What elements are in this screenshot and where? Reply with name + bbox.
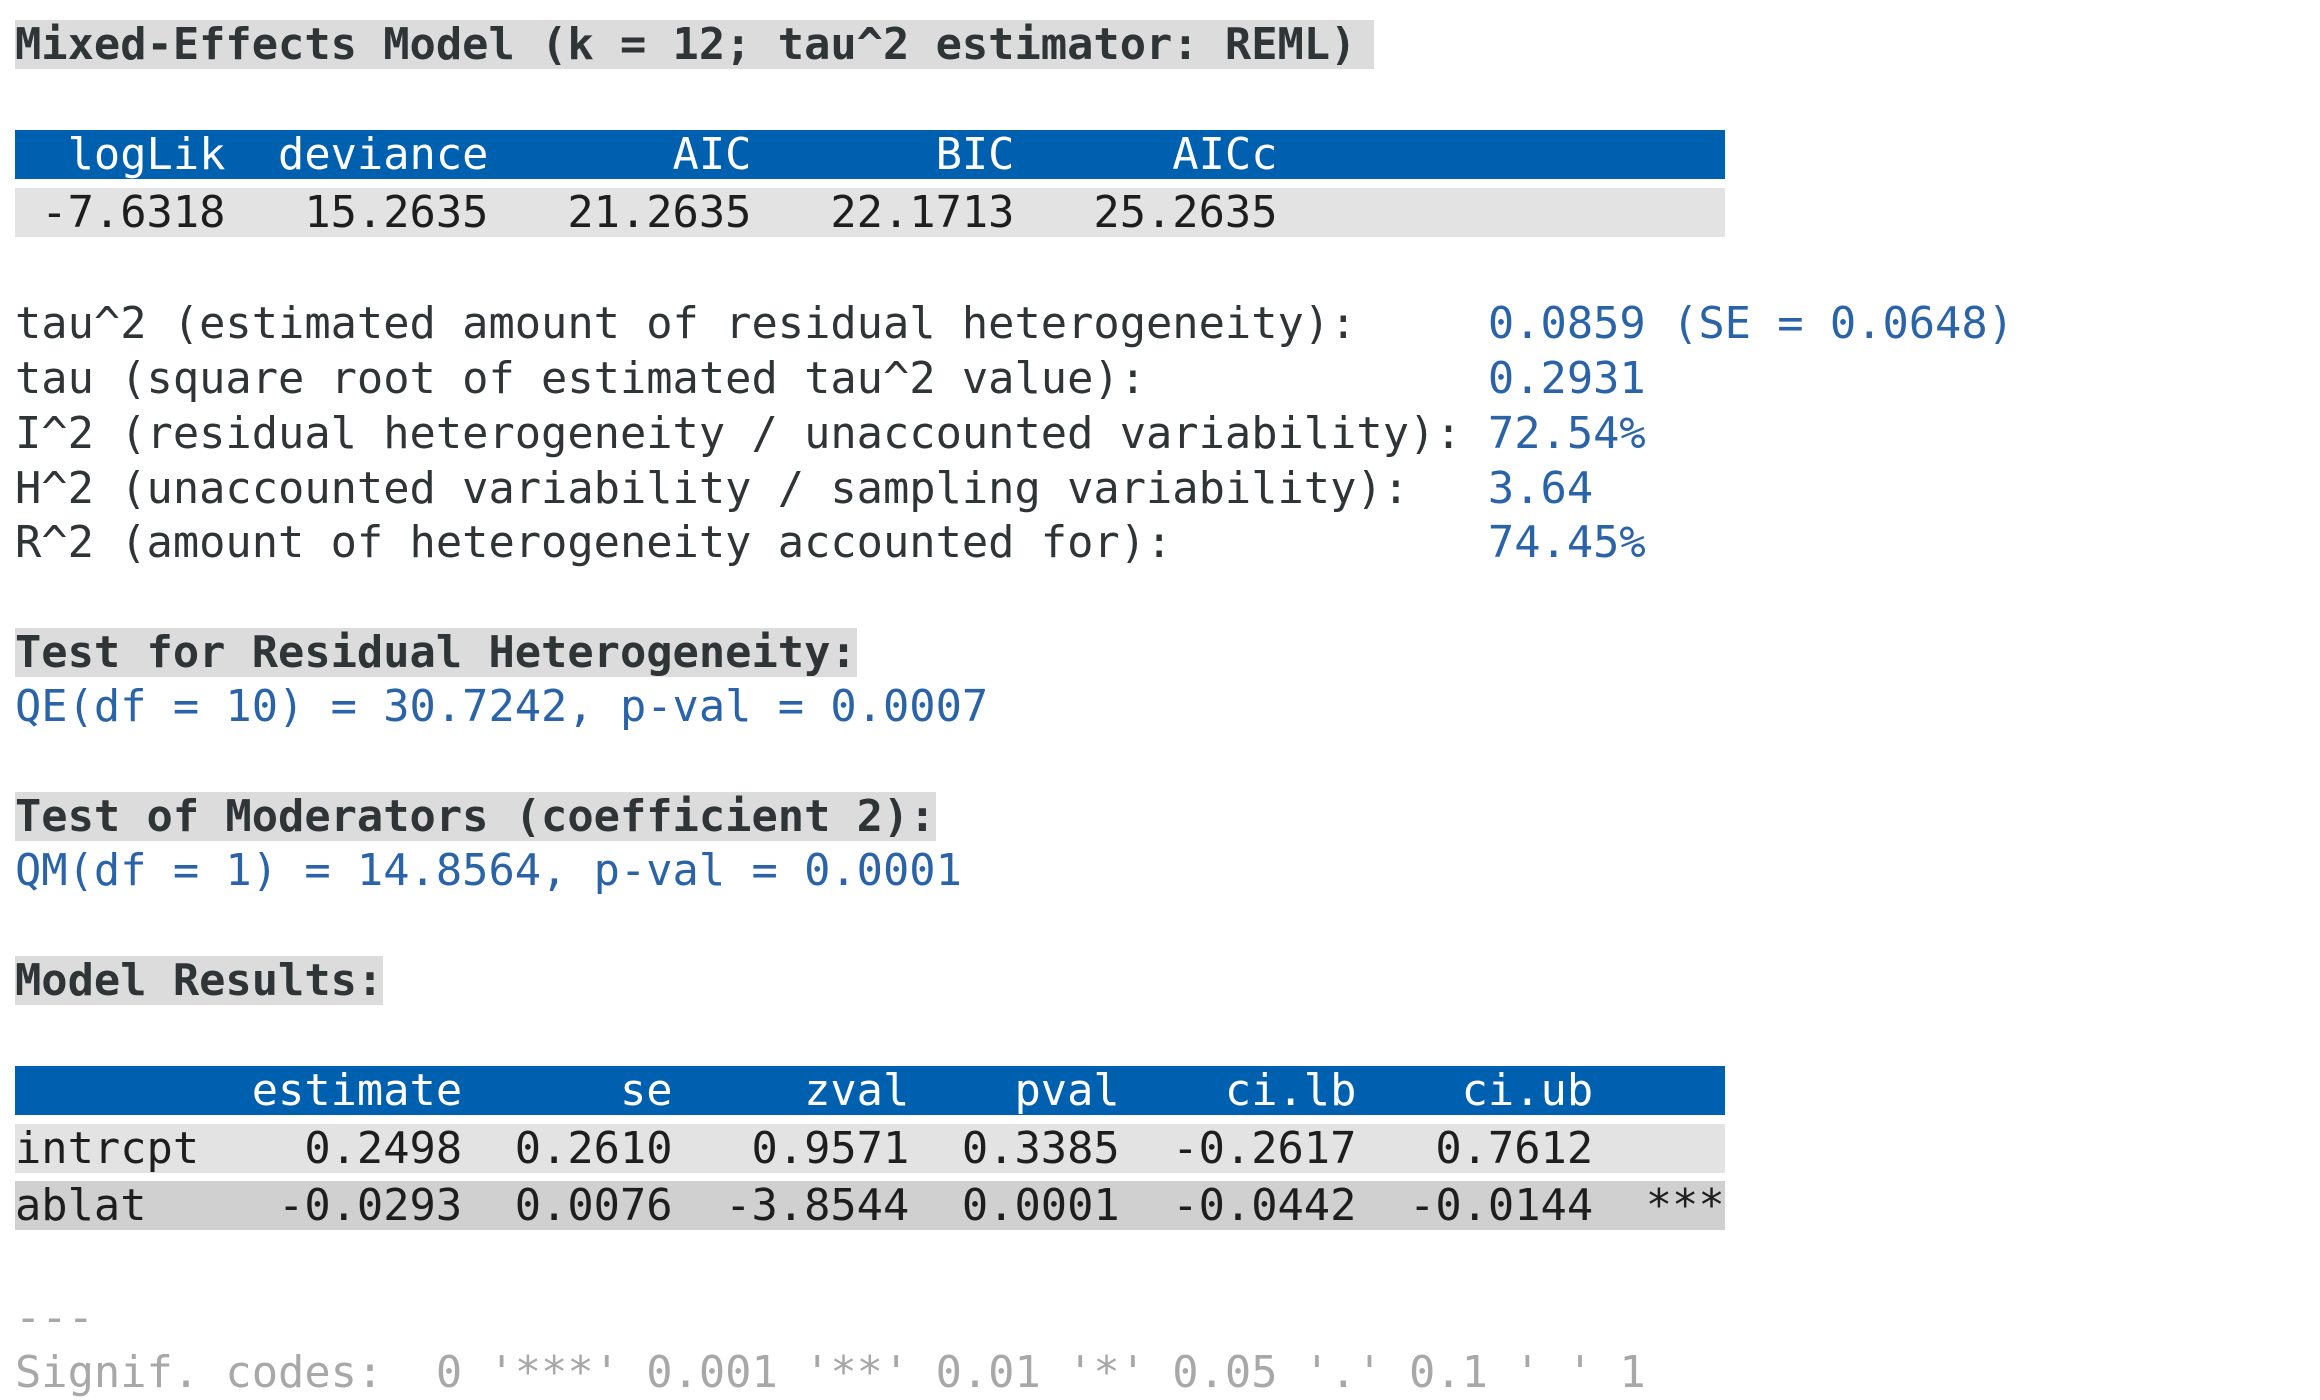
heterogeneity-row: tau^2 (estimated amount of residual hete… [15, 297, 1725, 352]
console-output: Mixed-Effects Model (k = 12; tau^2 estim… [15, 18, 1725, 1400]
fit-stats-values: -7.6318 15.2635 21.2635 22.1713 25.2635 [15, 188, 1725, 237]
stat-value: 0.0859 (SE = 0.0648) [1488, 297, 2014, 352]
fit-table-header: logLik deviance AIC BIC AICc [15, 130, 1725, 185]
stat-value: 74.45% [1488, 516, 1646, 571]
stat-label: tau^2 (estimated amount of residual hete… [15, 298, 1356, 349]
heterogeneity-row: H^2 (unaccounted variability / sampling … [15, 462, 1725, 517]
moderator-test-result: QM(df = 1) = 14.8564, p-val = 0.0001 [15, 844, 1725, 899]
title-line: Mixed-Effects Model (k = 12; tau^2 estim… [15, 18, 1725, 73]
stat-value: 3.64 [1488, 462, 1593, 517]
heterogeneity-row: I^2 (residual heterogeneity / unaccounte… [15, 407, 1725, 462]
stat-value: 0.2931 [1488, 352, 1646, 407]
table-row: intrcpt 0.2498 0.2610 0.9571 0.3385 -0.2… [15, 1124, 1725, 1179]
separator: --- [15, 1291, 1725, 1346]
residual-test-heading: Test for Residual Heterogeneity: [15, 628, 857, 677]
model-results-heading: Model Results: [15, 956, 383, 1005]
fit-table-row: -7.6318 15.2635 21.2635 22.1713 25.2635 [15, 188, 1725, 243]
stat-label: tau (square root of estimated tau^2 valu… [15, 353, 1146, 404]
heterogeneity-row: R^2 (amount of heterogeneity accounted f… [15, 516, 1725, 571]
model-title: Mixed-Effects Model (k = 12; tau^2 estim… [15, 20, 1374, 69]
results-header: estimate se zval pval ci.lb ci.ub [15, 1066, 1725, 1115]
heterogeneity-row: tau (square root of estimated tau^2 valu… [15, 352, 1725, 407]
moderator-test-heading: Test of Moderators (coefficient 2): [15, 792, 936, 841]
table-row: ablat -0.0293 0.0076 -3.8544 0.0001 -0.0… [15, 1181, 1725, 1236]
stat-label: H^2 (unaccounted variability / sampling … [15, 463, 1409, 514]
results-row-ablat: ablat -0.0293 0.0076 -3.8544 0.0001 -0.0… [15, 1181, 1725, 1230]
residual-test-result: QE(df = 10) = 30.7242, p-val = 0.0007 [15, 680, 1725, 735]
fit-stats-header: logLik deviance AIC BIC AICc [15, 130, 1725, 179]
results-row-intrcpt: intrcpt 0.2498 0.2610 0.9571 0.3385 -0.2… [15, 1124, 1725, 1173]
stat-label: R^2 (amount of heterogeneity accounted f… [15, 517, 1172, 568]
stat-label: I^2 (residual heterogeneity / unaccounte… [15, 408, 1462, 459]
signif-codes: Signif. codes: 0 '***' 0.001 '**' 0.01 '… [15, 1346, 1725, 1400]
stat-value: 72.54% [1488, 407, 1646, 462]
results-table-header: estimate se zval pval ci.lb ci.ub [15, 1066, 1725, 1121]
